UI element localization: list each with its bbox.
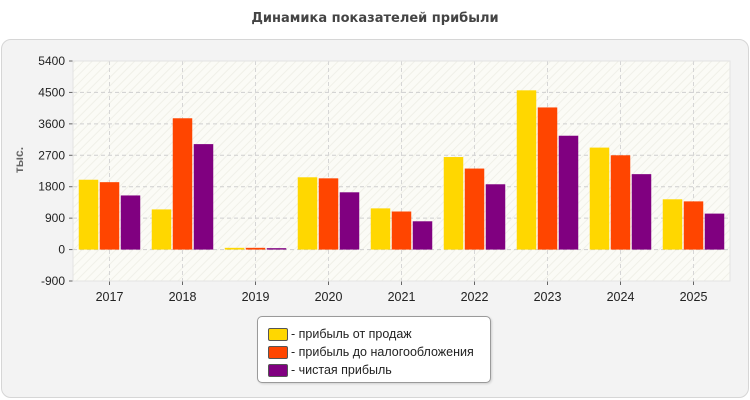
bar-2017-series-1 bbox=[78, 179, 99, 250]
y-tick-label: -900 bbox=[41, 274, 65, 288]
y-tick-label: 900 bbox=[45, 211, 65, 225]
x-tick-label: 2017 bbox=[96, 290, 124, 304]
legend-swatch-net bbox=[268, 363, 288, 377]
y-tick-label: 5400 bbox=[38, 54, 65, 68]
y-tick-label: 4500 bbox=[38, 85, 65, 99]
x-tick-label: 2022 bbox=[461, 290, 489, 304]
x-tick-label: 2021 bbox=[388, 290, 416, 304]
y-tick-label: 3600 bbox=[38, 117, 65, 131]
legend-label-sales: - прибыль от продаж bbox=[291, 327, 412, 341]
bar-2025-series-3 bbox=[704, 213, 725, 250]
y-tick-label: 1800 bbox=[38, 180, 65, 194]
bar-2023-series-3 bbox=[558, 135, 579, 250]
legend-item-pretax: - прибыль до налогообложения bbox=[268, 344, 474, 360]
x-tick-label: 2019 bbox=[242, 290, 270, 304]
y-tick-label: 2700 bbox=[38, 148, 65, 162]
legend-item-sales: - прибыль от продаж bbox=[268, 326, 412, 342]
y-axis-label: тыс. bbox=[12, 147, 26, 173]
bar-2019-series-3 bbox=[266, 248, 287, 250]
bar-2021-series-1 bbox=[370, 208, 391, 250]
bar-2020-series-1 bbox=[297, 177, 318, 250]
x-tick-label: 2018 bbox=[169, 290, 197, 304]
bar-2024-series-2 bbox=[610, 155, 631, 250]
legend-label-net: - чистая прибыль bbox=[291, 363, 392, 377]
legend-swatch-sales bbox=[268, 327, 288, 341]
bar-2018-series-3 bbox=[193, 144, 214, 250]
x-tick-label: 2024 bbox=[607, 290, 635, 304]
axes: 5400 4500 3600 2700 1800 900 0 -900 2017 2018 2019… bbox=[38, 54, 731, 304]
bar-2023-series-1 bbox=[516, 90, 537, 250]
bar-2025-series-1 bbox=[662, 199, 683, 250]
bar-2019-series-2 bbox=[245, 247, 266, 250]
x-tick-label: 2025 bbox=[680, 290, 708, 304]
x-tick-label: 2020 bbox=[315, 290, 343, 304]
bars bbox=[78, 90, 725, 250]
bar-2017-series-2 bbox=[99, 182, 120, 250]
x-tick-label: 2023 bbox=[534, 290, 562, 304]
bar-2024-series-1 bbox=[589, 147, 610, 250]
bar-2025-series-2 bbox=[683, 201, 704, 250]
legend-item-net: - чистая прибыль bbox=[268, 362, 392, 378]
bar-2018-series-2 bbox=[172, 118, 193, 250]
bar-2021-series-2 bbox=[391, 211, 412, 250]
bar-2023-series-2 bbox=[537, 107, 558, 250]
legend: - прибыль от продаж - прибыль до налогоо… bbox=[257, 316, 491, 383]
legend-swatch-pretax bbox=[268, 345, 288, 359]
bar-2018-series-1 bbox=[151, 209, 172, 250]
legend-label-pretax: - прибыль до налогообложения bbox=[291, 345, 474, 359]
bar-2017-series-3 bbox=[120, 195, 141, 250]
bar-2019-series-1 bbox=[224, 247, 245, 250]
bar-2022-series-2 bbox=[464, 168, 485, 250]
y-tick-label: 0 bbox=[58, 243, 65, 257]
chart-title: Динамика показателей прибыли bbox=[251, 11, 499, 26]
bar-2020-series-3 bbox=[339, 192, 360, 250]
plot-border bbox=[72, 60, 731, 282]
bar-2020-series-2 bbox=[318, 178, 339, 250]
bar-2022-series-3 bbox=[485, 184, 506, 250]
bar-2021-series-3 bbox=[412, 221, 433, 250]
bar-2024-series-3 bbox=[631, 174, 652, 250]
bar-2022-series-1 bbox=[443, 157, 464, 250]
